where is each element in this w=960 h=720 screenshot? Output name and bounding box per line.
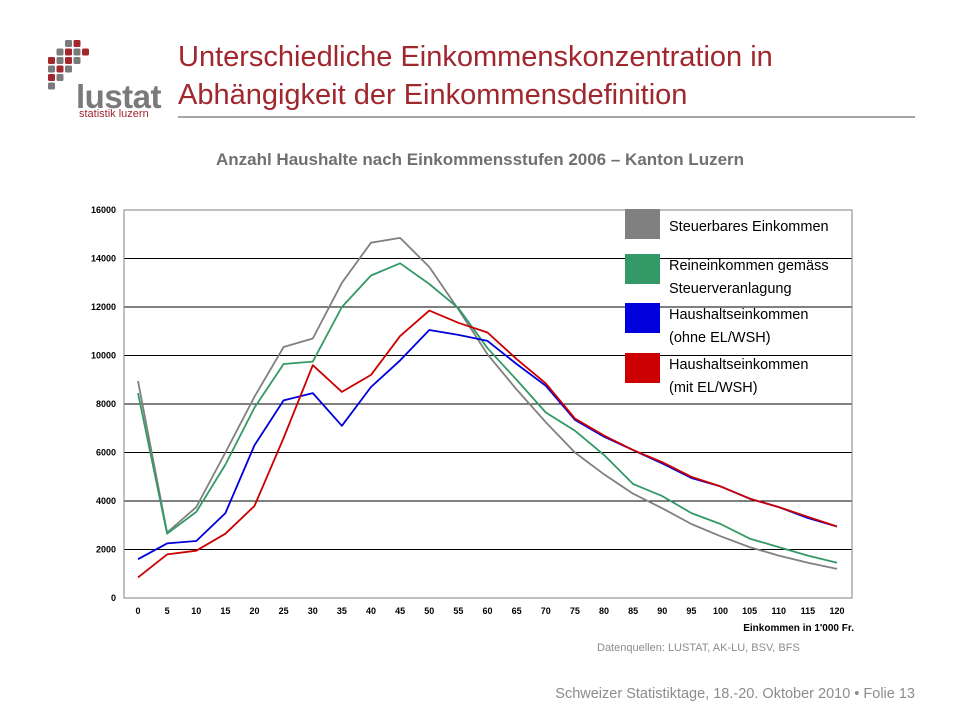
y-tick-label: 4000 [96, 496, 116, 506]
chart-legend: Steuerbares Einkommen Reineinkommen gemäs… [625, 209, 829, 396]
x-tick-label: 35 [337, 606, 347, 616]
chart-title: Anzahl Haushalte nach Einkommensstufen 2… [215, 150, 745, 169]
slide-title: Unterschiedliche Einkommenskonzentration… [178, 38, 938, 114]
x-tick-label: 40 [366, 606, 376, 616]
legend-label: (mit EL/WSH) [669, 380, 758, 396]
plot-area-frame [123, 209, 853, 599]
logo-dot [56, 48, 64, 56]
y-tick-label: 10000 [91, 351, 116, 361]
y-tick-label: 6000 [96, 448, 116, 458]
y-tick-label: 14000 [91, 254, 116, 264]
y-tick-label: 2000 [96, 545, 116, 555]
chart-series [137, 236, 838, 579]
x-tick-label: 90 [657, 606, 667, 616]
x-tick-label: 20 [249, 606, 259, 616]
x-tick-label: 50 [424, 606, 434, 616]
legend-label: Steuerveranlagung [669, 281, 792, 297]
x-tick-label: 110 [771, 606, 786, 616]
x-tick-label: 15 [220, 606, 230, 616]
y-tick-label: 12000 [91, 302, 116, 312]
x-tick-label: 100 [713, 606, 728, 616]
x-tick-label: 60 [482, 606, 492, 616]
x-axis-title: Einkommen in 1'000 Fr. [743, 623, 854, 634]
logo-dot [65, 57, 72, 64]
logo-dot [48, 65, 55, 73]
series-line-2 [137, 262, 838, 564]
logo-wordmark: lustat [76, 78, 162, 115]
x-tick-label: 105 [742, 606, 757, 616]
logo-dot [48, 74, 55, 81]
lustat-logo-mark [48, 40, 89, 90]
logo-dot [56, 65, 64, 73]
legend-label: Haushaltseinkommen [669, 307, 808, 323]
title-divider [178, 116, 915, 118]
logo-dot [48, 82, 55, 90]
logo-dot [65, 40, 72, 47]
x-tick-label: 30 [308, 606, 318, 616]
y-tick-label: 8000 [96, 399, 116, 409]
legend-swatch [625, 353, 660, 383]
x-tick-label: 70 [541, 606, 551, 616]
legend-label: Haushaltseinkommen [669, 357, 808, 373]
legend-swatch [625, 209, 660, 239]
slide-title-line-1: Unterschiedliche Einkommenskonzentration… [178, 41, 773, 73]
x-tick-label: 85 [628, 606, 638, 616]
x-tick-label: 0 [135, 606, 140, 616]
y-tick-label: 16000 [91, 205, 116, 215]
legend-label: (ohne EL/WSH) [669, 330, 771, 346]
slide-footer: Schweizer Statistiktage, 18.-20. Oktober… [555, 686, 915, 702]
logo-dot [56, 74, 64, 81]
x-tick-label: 80 [599, 606, 609, 616]
x-tick-label: 5 [165, 606, 170, 616]
logo-dot [73, 40, 81, 47]
logo-dot [82, 48, 89, 56]
y-axis-tick-labels: 0 2000 4000 6000 8000 10000 12000 14000 16000 [91, 205, 116, 603]
logo-dot [65, 48, 72, 56]
data-source-note: Datenquellen: LUSTAT, AK-LU, BSV, BFS [597, 642, 800, 654]
logo-dot [73, 57, 81, 64]
logo-dot [65, 65, 72, 73]
x-tick-label: 115 [801, 606, 816, 616]
legend-swatch [625, 303, 660, 333]
slide-title-line-2: Abhängigkeit der Einkommensdefinition [178, 79, 688, 111]
x-tick-label: 75 [570, 606, 580, 616]
x-tick-label: 120 [829, 606, 844, 616]
logo-dot [56, 57, 64, 64]
x-tick-label: 10 [191, 606, 201, 616]
x-tick-label: 45 [395, 606, 405, 616]
x-tick-label: 65 [512, 606, 522, 616]
logo-dot [48, 57, 55, 64]
y-tick-label: 0 [111, 593, 116, 603]
logo-dot [73, 48, 81, 56]
series-line-1 [137, 236, 838, 570]
x-tick-label: 55 [453, 606, 463, 616]
legend-swatch [625, 254, 660, 284]
logo-tagline: statistik luzern [79, 108, 149, 120]
series-line-4 [137, 309, 838, 579]
x-axis-tick-labels: 0 5 10 15 20 25 30 35 40 45 50 55 60 65 70 75 80 85 90 95 10… [135, 606, 844, 616]
legend-label: Steuerbares Einkommen [669, 219, 829, 235]
x-tick-label: 95 [686, 606, 696, 616]
legend-label: Reineinkommen gemäss [669, 258, 829, 274]
x-tick-label: 25 [279, 606, 289, 616]
